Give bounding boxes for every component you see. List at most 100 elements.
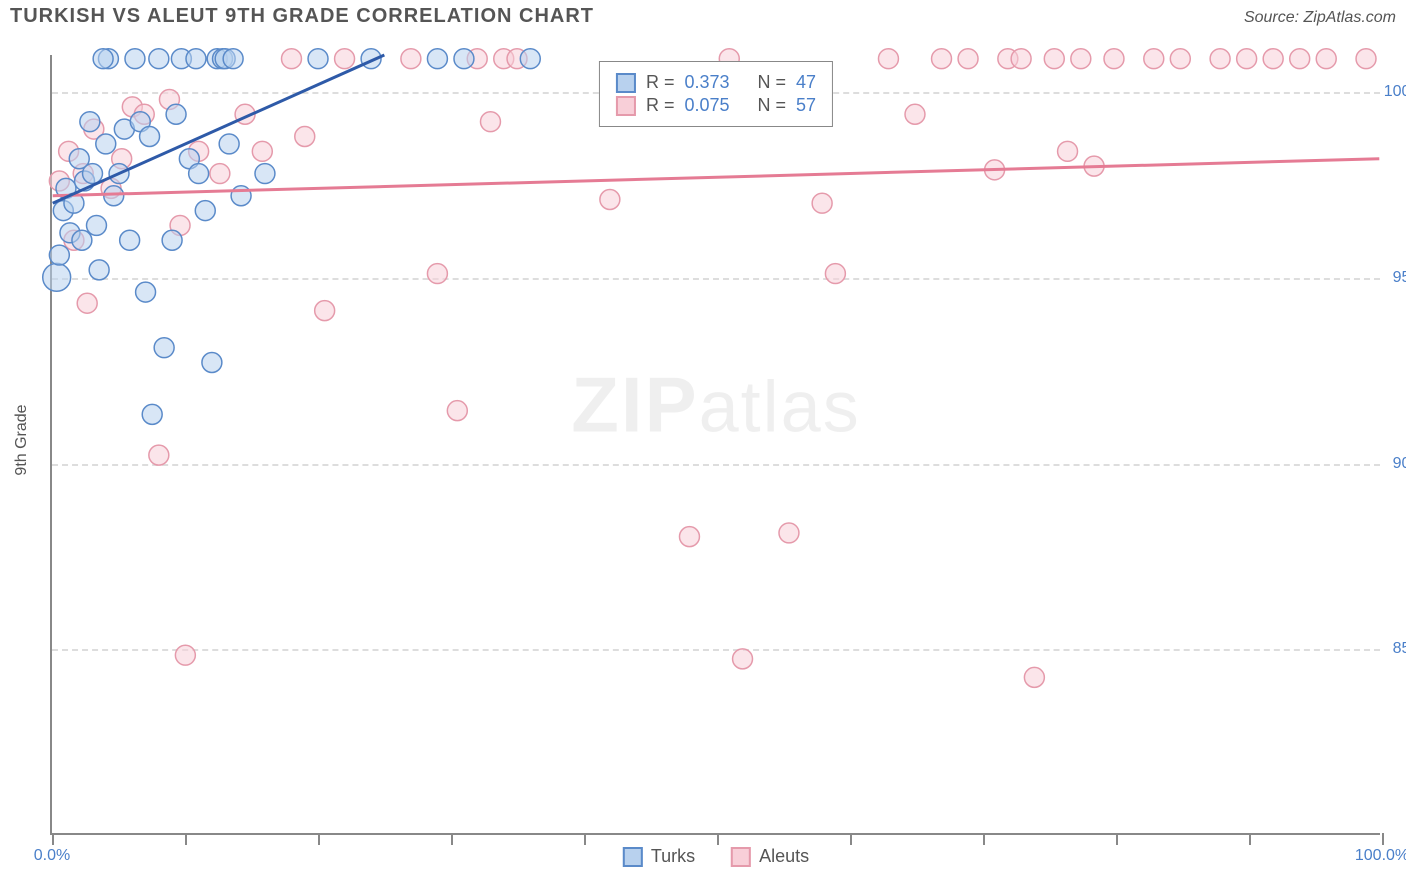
legend-r-value: 0.373 (684, 72, 729, 93)
y-tick-label: 100.0% (1382, 83, 1406, 101)
legend-stat-row: R = 0.373 N = 47 (616, 72, 816, 93)
data-point (812, 193, 832, 213)
data-point (49, 245, 69, 265)
x-tick (584, 833, 586, 845)
data-point (120, 230, 140, 250)
data-point (1237, 49, 1257, 69)
legend-label: Turks (651, 846, 695, 867)
legend-n-value: 57 (796, 95, 816, 116)
data-point (308, 49, 328, 69)
data-point (1316, 49, 1336, 69)
x-tick-label: 0.0% (34, 847, 70, 865)
plot-area: ZIPatlas R =0.373N =47R =0.075N =57 Turk… (50, 55, 1380, 835)
regression-line (53, 159, 1380, 196)
data-point (104, 186, 124, 206)
data-point (231, 186, 251, 206)
data-point (733, 649, 753, 669)
x-tick (983, 833, 985, 845)
data-point (932, 49, 952, 69)
data-point (83, 164, 103, 184)
data-point (1024, 667, 1044, 687)
data-point (80, 112, 100, 132)
chart-svg (52, 55, 1380, 833)
data-point (219, 134, 239, 154)
data-point (905, 104, 925, 124)
data-point (958, 49, 978, 69)
data-point (1210, 49, 1230, 69)
y-axis-label: 9th Grade (13, 404, 31, 475)
data-point (481, 112, 501, 132)
x-tick-label: 100.0% (1355, 847, 1406, 865)
x-tick (850, 833, 852, 845)
legend-swatch (616, 96, 636, 116)
data-point (1263, 49, 1283, 69)
data-point (252, 141, 272, 161)
legend-stats: R = 0.373 N = 47 R = 0.075 N = 57 (599, 61, 833, 127)
data-point (520, 49, 540, 69)
legend-r-label: R = (646, 72, 675, 93)
data-point (401, 49, 421, 69)
legend-stat-row: R = 0.075 N = 57 (616, 95, 816, 116)
x-tick (451, 833, 453, 845)
data-point (96, 134, 116, 154)
x-tick (1382, 833, 1384, 845)
legend-n-value: 47 (796, 72, 816, 93)
data-point (142, 404, 162, 424)
data-point (43, 263, 71, 291)
x-tick (318, 833, 320, 845)
chart-source: Source: ZipAtlas.com (1244, 9, 1396, 27)
x-tick (52, 833, 54, 845)
chart-header: TURKISH VS ALEUT 9TH GRADE CORRELATION C… (10, 5, 1396, 28)
data-point (1356, 49, 1376, 69)
data-point (189, 164, 209, 184)
data-point (1071, 49, 1091, 69)
y-tick-label: 85.0% (1382, 640, 1406, 658)
data-point (427, 49, 447, 69)
data-point (295, 127, 315, 147)
data-point (186, 49, 206, 69)
x-tick (717, 833, 719, 845)
legend-swatch (731, 847, 751, 867)
data-point (166, 104, 186, 124)
data-point (89, 260, 109, 280)
legend-swatch (616, 73, 636, 93)
data-point (1170, 49, 1190, 69)
data-point (136, 282, 156, 302)
data-point (427, 264, 447, 284)
data-point (335, 49, 355, 69)
data-point (255, 164, 275, 184)
y-tick-label: 95.0% (1382, 269, 1406, 287)
data-point (825, 264, 845, 284)
data-point (600, 190, 620, 210)
legend-n-label: N = (758, 72, 787, 93)
y-tick-label: 90.0% (1382, 455, 1406, 473)
data-point (77, 293, 97, 313)
data-point (162, 230, 182, 250)
legend-r-value: 0.075 (684, 95, 729, 116)
data-point (282, 49, 302, 69)
legend-n-label: N = (758, 95, 787, 116)
data-point (1044, 49, 1064, 69)
legend-swatch (623, 847, 643, 867)
x-tick (185, 833, 187, 845)
legend-item: Aleuts (731, 846, 809, 867)
data-point (1011, 49, 1031, 69)
data-point (154, 338, 174, 358)
legend-label: Aleuts (759, 846, 809, 867)
data-point (140, 127, 160, 147)
data-point (202, 353, 222, 373)
data-point (1104, 49, 1124, 69)
data-point (149, 49, 169, 69)
data-point (87, 215, 107, 235)
data-point (447, 401, 467, 421)
legend-r-label: R = (646, 95, 675, 116)
data-point (679, 527, 699, 547)
data-point (454, 49, 474, 69)
data-point (93, 49, 113, 69)
data-point (195, 201, 215, 221)
x-tick (1249, 833, 1251, 845)
x-tick (1116, 833, 1118, 845)
data-point (175, 645, 195, 665)
chart-title: TURKISH VS ALEUT 9TH GRADE CORRELATION C… (10, 5, 594, 28)
data-point (149, 445, 169, 465)
